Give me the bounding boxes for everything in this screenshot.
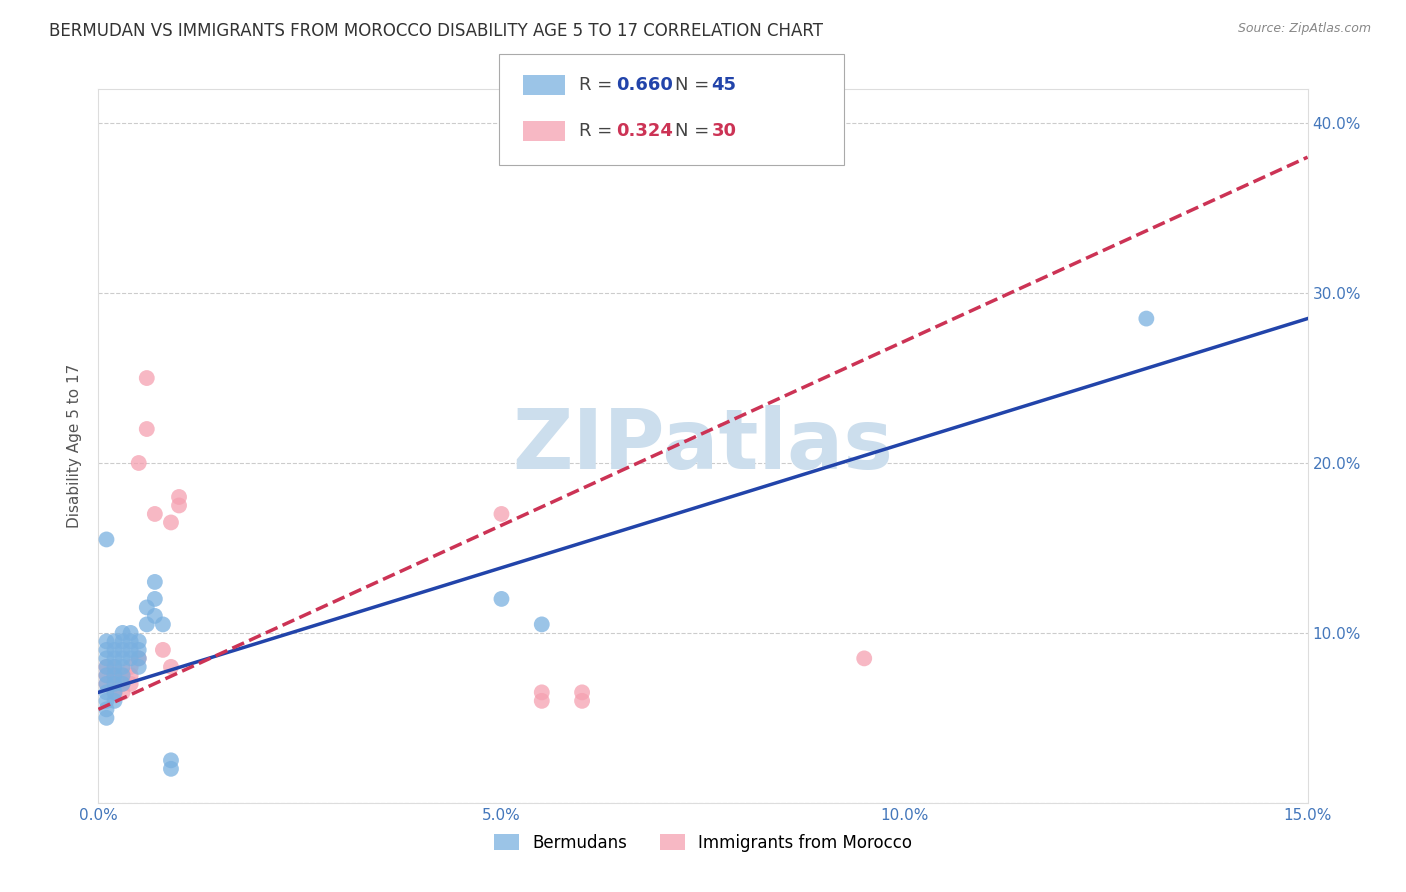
Point [135,617,157,632]
Point [111,626,134,640]
Text: N =: N = [675,122,714,140]
Point [135,600,157,615]
Point [120,660,142,674]
Point [96,651,118,665]
Point [853,651,876,665]
Point [152,617,174,632]
Text: Source: ZipAtlas.com: Source: ZipAtlas.com [1237,22,1371,36]
Point [103,694,125,708]
Point [96,668,118,682]
Point [491,507,513,521]
Point [103,685,125,699]
Point [128,456,150,470]
Point [111,643,134,657]
Point [571,694,593,708]
Text: N =: N = [675,76,714,94]
Point [128,651,150,665]
Point [128,634,150,648]
Point [96,702,118,716]
Point [160,660,183,674]
Point [103,677,125,691]
Point [120,643,142,657]
Legend: Bermudans, Immigrants from Morocco: Bermudans, Immigrants from Morocco [486,828,920,859]
Point [103,643,125,657]
Point [111,668,134,682]
Point [103,651,125,665]
Point [103,668,125,682]
Point [111,677,134,691]
Point [128,643,150,657]
Text: 0.324: 0.324 [616,122,672,140]
Text: 45: 45 [711,76,737,94]
Point [96,533,118,547]
Point [143,608,166,623]
Point [111,685,134,699]
Text: BERMUDAN VS IMMIGRANTS FROM MOROCCO DISABILITY AGE 5 TO 17 CORRELATION CHART: BERMUDAN VS IMMIGRANTS FROM MOROCCO DISA… [49,22,823,40]
Point [103,634,125,648]
Point [530,617,553,632]
Y-axis label: Disability Age 5 to 17: Disability Age 5 to 17 [67,364,83,528]
Point [571,685,593,699]
Point [128,651,150,665]
Text: R =: R = [579,76,619,94]
Point [160,753,183,767]
Point [111,668,134,682]
Text: R =: R = [579,122,619,140]
Point [530,694,553,708]
Point [111,634,134,648]
Point [1135,311,1157,326]
Point [491,591,513,606]
Point [103,685,125,699]
Point [96,660,118,674]
Point [143,574,166,589]
Point [152,643,174,657]
Point [103,660,125,674]
Text: 0.660: 0.660 [616,76,672,94]
Point [96,677,118,691]
Point [120,634,142,648]
Point [96,634,118,648]
Point [120,626,142,640]
Point [111,660,134,674]
Point [96,694,118,708]
Point [120,668,142,682]
Point [111,651,134,665]
Point [103,668,125,682]
Point [96,643,118,657]
Point [96,660,118,674]
Point [143,507,166,521]
Point [167,499,190,513]
Point [160,762,183,776]
Point [120,677,142,691]
Point [160,516,183,530]
Point [128,660,150,674]
Point [96,711,118,725]
Point [530,685,553,699]
Point [103,668,125,682]
Point [96,677,118,691]
Point [143,591,166,606]
Point [96,685,118,699]
Point [103,677,125,691]
Point [111,677,134,691]
Point [103,660,125,674]
Text: 30: 30 [711,122,737,140]
Text: ZIPatlas: ZIPatlas [513,406,893,486]
Point [96,668,118,682]
Point [120,651,142,665]
Point [135,371,157,385]
Point [167,490,190,504]
Point [135,422,157,436]
